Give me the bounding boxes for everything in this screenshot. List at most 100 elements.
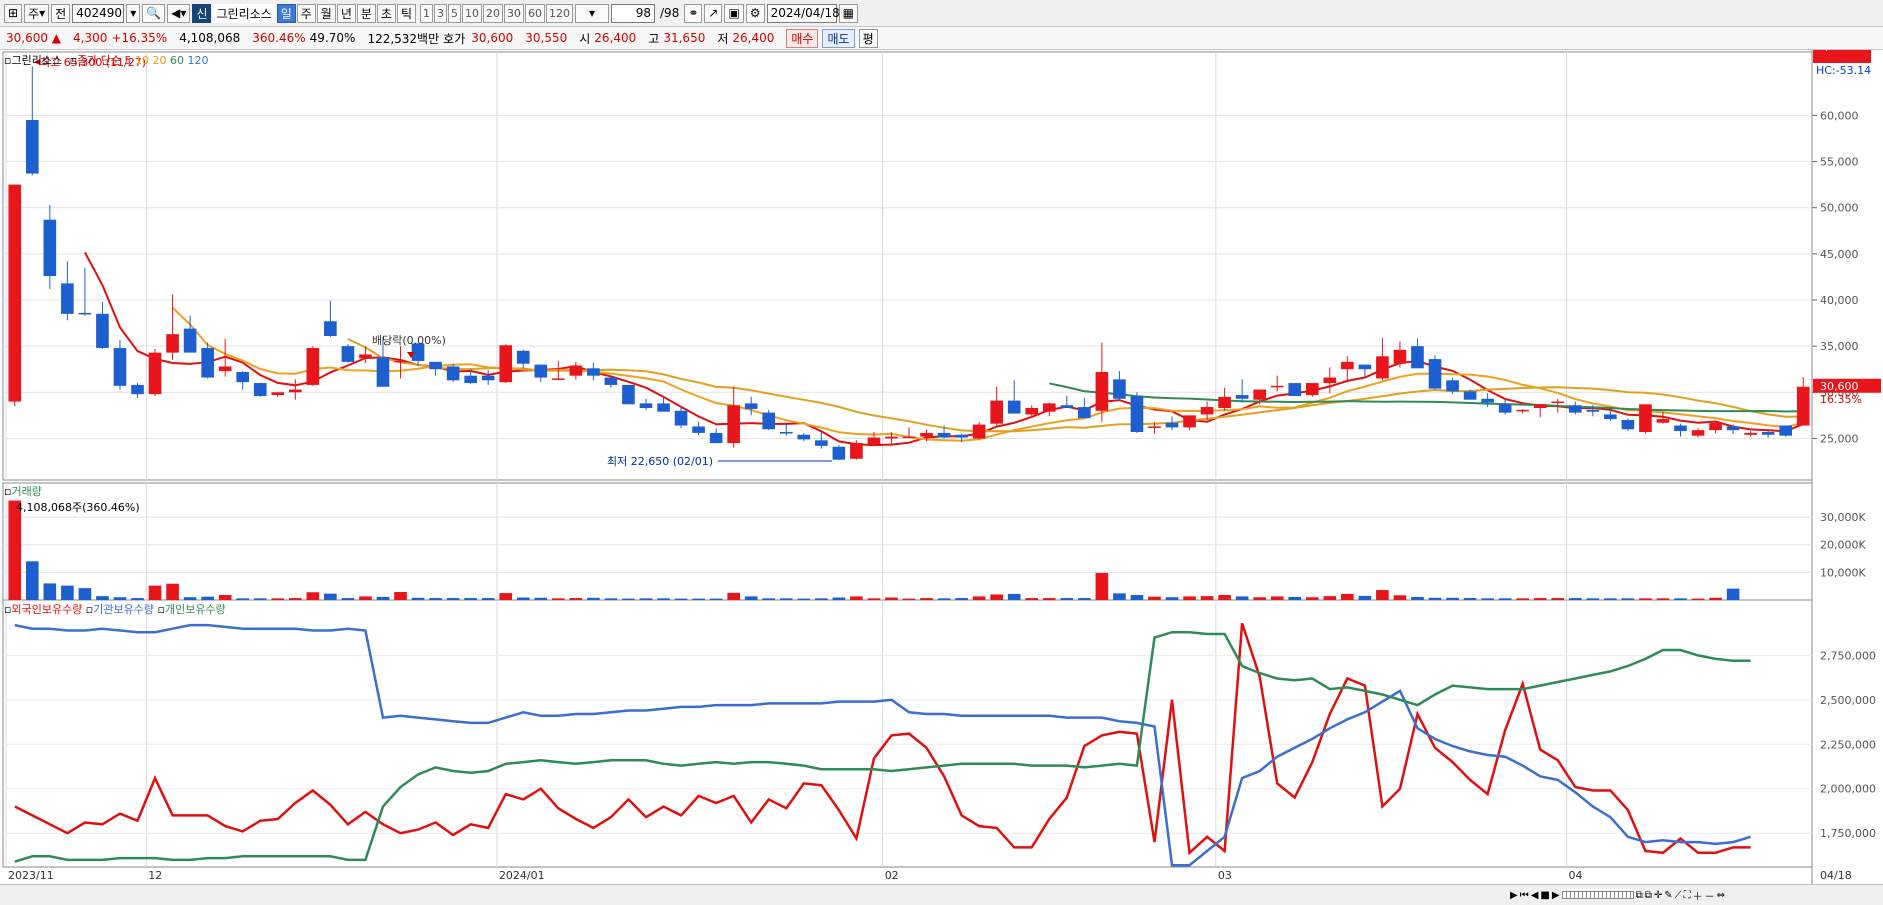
volume-bar: [1130, 595, 1144, 600]
zoom-in-icon[interactable]: ＋: [1692, 891, 1703, 903]
last-volume-tag: [1813, 50, 1871, 63]
candle-body: [1586, 409, 1600, 412]
bid-price-2: 30,550: [525, 31, 568, 45]
candle-body: [744, 403, 758, 409]
layout-icon[interactable]: ⊞: [4, 3, 23, 23]
volume-bar: [131, 598, 144, 600]
chart-area[interactable]: 2023/11 12 2024/01 02 03 04 04/18 60,000 55,000 5…: [0, 40, 1883, 884]
volume-bar: [429, 598, 442, 600]
x-tick-label: 04: [1569, 869, 1583, 882]
volume-bar: [446, 598, 460, 600]
volume-legend: ▫거래량 4,108,068주(360.46%): [4, 483, 140, 515]
extra-button[interactable]: 평: [858, 28, 878, 48]
ruler-icon[interactable]: ⟋: [1674, 889, 1682, 901]
scroll-stop-icon[interactable]: ■: [1540, 889, 1550, 901]
period-tab-5[interactable]: 초: [376, 3, 396, 23]
candle-body: [1481, 398, 1494, 403]
zoom-out-icon[interactable]: －: [1704, 891, 1715, 903]
volume-bar: [709, 598, 723, 600]
interval-tab-1[interactable]: 1: [420, 3, 434, 23]
volume-bar: [1165, 597, 1179, 600]
save-icon[interactable]: ▣: [724, 3, 744, 23]
volume-bar: [1218, 595, 1231, 600]
period-tab-0[interactable]: 일: [276, 3, 296, 23]
x-tick-label: 12: [148, 869, 162, 882]
gear-icon[interactable]: ⚙: [745, 3, 765, 23]
volume-bar: [1568, 598, 1582, 600]
bid-label: 호가: [443, 31, 466, 46]
volume-bar: [306, 592, 320, 600]
stock-chart[interactable]: 2023/11 12 2024/01 02 03 04 04/18 60,000 55,000 5…: [0, 40, 1883, 884]
scroll-first-icon[interactable]: ⏮: [1519, 889, 1529, 901]
candle-body: [1095, 372, 1109, 411]
volume-bar: [1341, 593, 1354, 600]
volume-bar: [1639, 598, 1652, 600]
volume-bar: [692, 598, 705, 600]
candle-body: [43, 219, 57, 276]
candle-body: [1341, 361, 1354, 370]
code-dropdown-icon[interactable]: ▾: [126, 3, 141, 23]
period-tab-3[interactable]: 년: [336, 3, 356, 23]
buy-button[interactable]: 매수: [786, 28, 819, 48]
sell-button[interactable]: 매도: [822, 28, 855, 48]
candle-body: [1358, 364, 1372, 370]
legend-ma-label: 종가 단순: [77, 54, 122, 67]
period-tab-6[interactable]: 틱: [396, 3, 417, 23]
link-icon[interactable]: ⚭: [684, 3, 703, 23]
date-input[interactable]: 2024/04/18: [766, 3, 840, 23]
scroll-prev-icon[interactable]: ◀: [1530, 889, 1539, 901]
crosshair-icon[interactable]: ✛: [1653, 889, 1663, 901]
price-tick-label: 40,000: [1820, 294, 1859, 307]
period-tab-4[interactable]: 분: [356, 3, 376, 23]
volume-bar: [1533, 598, 1547, 600]
interval-tab-60[interactable]: 60: [525, 3, 546, 23]
candle-body: [1761, 432, 1775, 435]
period-tab-1[interactable]: 주: [296, 3, 316, 23]
current-price: 30,600 ▲: [6, 31, 62, 45]
interval-tab-3[interactable]: 3: [434, 3, 448, 23]
candle-body: [341, 346, 355, 362]
low-label: 저: [717, 31, 729, 46]
period-tab-2[interactable]: 월: [316, 3, 336, 23]
volume-bar: [61, 585, 74, 600]
layout-copy-icon[interactable]: ⧉: [1644, 889, 1652, 901]
interval-tab-5[interactable]: 5: [448, 3, 462, 23]
layout-split-icon[interactable]: ⧉: [1635, 889, 1643, 901]
market-select[interactable]: 주 ▾: [24, 3, 50, 23]
pen-icon[interactable]: ✎: [1664, 889, 1673, 901]
candle-body: [113, 348, 127, 386]
scroll-left-icon[interactable]: ▶: [1510, 889, 1518, 901]
stock-code-input[interactable]: 402490: [72, 3, 125, 23]
interval-tab-120[interactable]: 120: [546, 3, 574, 23]
holdings-line-0: [14, 622, 1751, 856]
credit-badge: 신: [192, 3, 212, 23]
search-icon[interactable]: 🔍: [142, 3, 166, 23]
count-input[interactable]: 98: [611, 3, 656, 23]
candle-body: [1218, 396, 1231, 408]
volume-bar: [1183, 596, 1196, 600]
candle-body: [1305, 383, 1319, 396]
scroll-next-icon[interactable]: ▶: [1551, 889, 1560, 901]
candle-body: [464, 375, 477, 384]
turnover-rate: 49.70%: [309, 31, 356, 45]
candle-body: [236, 372, 250, 383]
interval-tab-30[interactable]: 30: [504, 3, 525, 23]
fit-icon[interactable]: ⇔: [1716, 889, 1726, 901]
legend-marker-icon: ▫: [82, 603, 94, 616]
trend-icon[interactable]: ↗: [704, 3, 723, 23]
chart-scrollbar[interactable]: ▶ ⏮ ◀ ■ ▶ ⧉ ⧉ ✛ ✎ ⟋ ⛶ ＋ － ⇔: [1510, 888, 1870, 903]
volume-bar: [972, 596, 986, 600]
volume-bar: [201, 596, 214, 600]
volume-bar: [1463, 598, 1477, 600]
interval-tab-20[interactable]: 20: [483, 3, 504, 23]
speaker-icon[interactable]: ◀▾: [167, 3, 191, 23]
fullscreen-icon[interactable]: ⛶: [1683, 889, 1691, 901]
zoom-slider[interactable]: [1561, 891, 1634, 899]
scope-button[interactable]: 전: [51, 3, 71, 23]
calendar-icon[interactable]: ▦: [838, 3, 858, 23]
volume-bar: [1674, 598, 1687, 600]
interval-tab-10[interactable]: 10: [462, 3, 483, 23]
volume-bar: [622, 598, 635, 600]
interval-custom-input[interactable]: ▾: [575, 3, 610, 23]
volume-bar: [1621, 598, 1635, 600]
